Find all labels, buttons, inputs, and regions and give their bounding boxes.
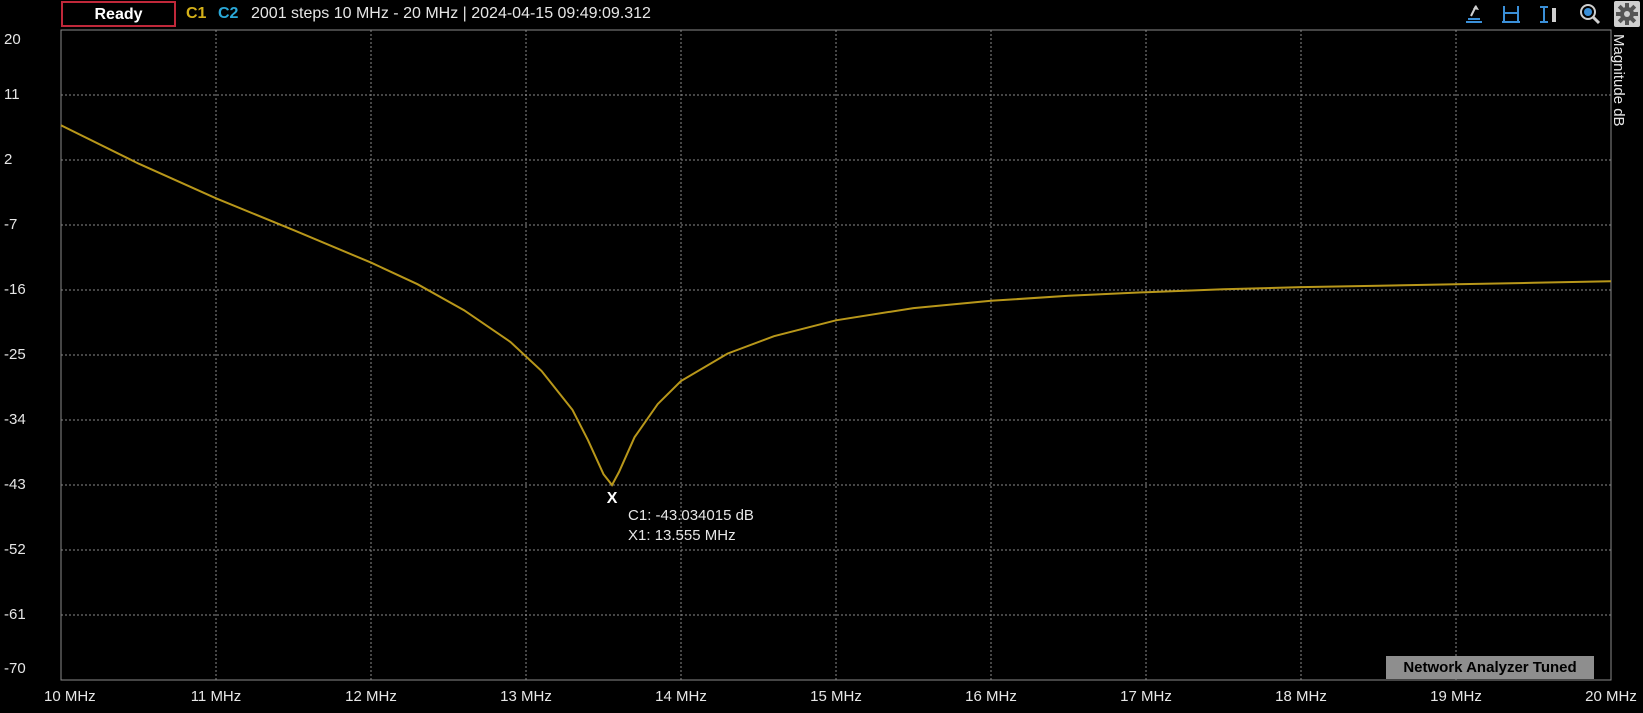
x-tick-label: 14 MHz [655,688,707,705]
y-tick-label: -7 [4,216,18,233]
marker-c1-readout: C1: -43.034015 dB [628,507,754,524]
y-axis-title: Magnitude dB [1610,34,1627,127]
x-tick-label: 11 MHz [190,688,242,705]
y-tick-label: 2 [4,151,13,168]
trace-c1 [60,124,1612,487]
sweep-info: 2001 steps 10 MHz - 20 MHz | 2024-04-15 … [251,5,651,22]
status-indicator: Ready [61,1,176,27]
y-tick-label: -16 [4,281,26,298]
span-icon[interactable] [1499,2,1523,26]
marker-peak-icon[interactable] [1462,2,1486,26]
y-tick-label: -34 [4,411,26,428]
y-tick-label: 20 [4,31,21,48]
x-tick-label: 13 MHz [500,688,552,705]
toolbar: Ready C1 C2 2001 steps 10 MHz - 20 MHz |… [0,0,1643,30]
x-tick-label: 17 MHz [1120,688,1172,705]
gear-icon[interactable] [1614,1,1640,27]
marker-x1-readout: X1: 13.555 MHz [628,527,736,544]
x-tick-label: 10 MHz [44,688,96,705]
plot-grid [61,29,1611,681]
y-tick-label: -43 [4,476,26,493]
y-tick-label: -70 [4,660,26,677]
y-tick-label: -52 [4,541,26,558]
x-tick-label: 19 MHz [1430,688,1482,705]
zoom-icon[interactable] [1578,2,1602,26]
x-tick-label: 20 MHz [1585,688,1637,705]
x-tick-label: 18 MHz [1275,688,1327,705]
x-tick-label: 16 MHz [965,688,1017,705]
x-tick-label: 12 MHz [345,688,397,705]
plot-frame [60,29,1612,681]
marker-x1[interactable]: X [607,490,618,507]
channel-2-toggle[interactable]: C2 [218,5,239,22]
y-tick-label: 11 [4,86,20,103]
y-tick-label: -61 [4,606,26,623]
tuned-notice: Network Analyzer Tuned [1386,656,1594,679]
cursor-bar-icon[interactable] [1536,2,1560,26]
x-tick-label: 15 MHz [810,688,862,705]
channel-1-toggle[interactable]: C1 [186,5,207,22]
y-tick-label: -25 [4,346,26,363]
